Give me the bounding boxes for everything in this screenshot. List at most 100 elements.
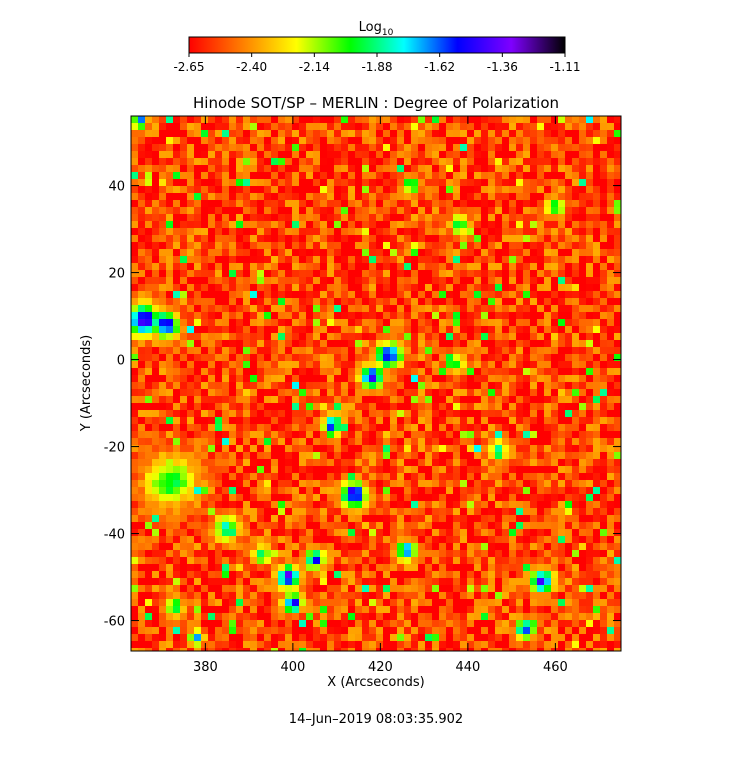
heatmap-cell — [607, 515, 614, 522]
heatmap-cell — [397, 452, 404, 459]
heatmap-cell — [327, 508, 334, 515]
heatmap-cell — [397, 473, 404, 480]
heatmap-cell — [467, 179, 474, 186]
heatmap-cell — [257, 438, 264, 445]
heatmap-cell — [152, 116, 159, 123]
heatmap-cell — [201, 487, 208, 494]
heatmap-cell — [369, 326, 376, 333]
heatmap-cell — [614, 123, 621, 130]
heatmap-cell — [334, 508, 341, 515]
heatmap-cell — [236, 508, 243, 515]
heatmap-cell — [453, 543, 460, 550]
heatmap-cell — [236, 284, 243, 291]
heatmap-cell — [502, 333, 509, 340]
heatmap-cell — [264, 347, 271, 354]
heatmap-cell — [285, 263, 292, 270]
heatmap-cell — [173, 312, 180, 319]
heatmap-cell — [292, 564, 299, 571]
heatmap-cell — [551, 130, 558, 137]
heatmap-cell — [523, 592, 530, 599]
heatmap-cell — [243, 130, 250, 137]
heatmap-cell — [376, 256, 383, 263]
heatmap-cell — [418, 284, 425, 291]
heatmap-cell — [530, 494, 537, 501]
heatmap-cell — [495, 361, 502, 368]
heatmap-cell — [341, 193, 348, 200]
heatmap-cell — [173, 340, 180, 347]
heatmap-cell — [306, 256, 313, 263]
heatmap-cell — [257, 550, 264, 557]
heatmap-cell — [474, 333, 481, 340]
heatmap-cell — [614, 298, 621, 305]
heatmap-cell — [180, 571, 187, 578]
heatmap-cell — [159, 263, 166, 270]
heatmap-cell — [565, 277, 572, 284]
heatmap-cell — [334, 291, 341, 298]
heatmap-cell — [222, 578, 229, 585]
heatmap-cell — [285, 340, 292, 347]
heatmap-cell — [530, 389, 537, 396]
heatmap-cell — [152, 200, 159, 207]
heatmap-cell — [334, 172, 341, 179]
heatmap-cell — [334, 326, 341, 333]
heatmap-cell — [222, 186, 229, 193]
heatmap-cell — [425, 291, 432, 298]
heatmap-cell — [327, 592, 334, 599]
heatmap-cell — [600, 452, 607, 459]
heatmap-cell — [369, 298, 376, 305]
heatmap-cell — [558, 228, 565, 235]
heatmap-cell — [502, 564, 509, 571]
heatmap-cell — [250, 326, 257, 333]
heatmap-cell — [159, 599, 166, 606]
heatmap-cell — [152, 466, 159, 473]
heatmap-cell — [243, 564, 250, 571]
heatmap-cell — [467, 340, 474, 347]
heatmap-cell — [614, 235, 621, 242]
heatmap-cell — [425, 557, 432, 564]
heatmap-cell — [180, 459, 187, 466]
heatmap-cell — [383, 263, 390, 270]
heatmap-cell — [397, 235, 404, 242]
heatmap-cell — [488, 228, 495, 235]
heatmap-cell — [299, 529, 306, 536]
heatmap-cell — [278, 606, 285, 613]
heatmap-cell — [215, 130, 222, 137]
heatmap-cell — [306, 207, 313, 214]
heatmap-cell — [299, 347, 306, 354]
heatmap-cell — [572, 123, 579, 130]
heatmap-cell — [614, 172, 621, 179]
heatmap-cell — [264, 214, 271, 221]
heatmap-cell — [292, 249, 299, 256]
heatmap-cell — [341, 144, 348, 151]
heatmap-cell — [215, 417, 222, 424]
heatmap-cell — [481, 200, 488, 207]
heatmap-cell — [481, 487, 488, 494]
heatmap-cell — [495, 158, 502, 165]
heatmap-cell — [208, 487, 215, 494]
heatmap-cell — [579, 137, 586, 144]
heatmap-cell — [376, 417, 383, 424]
heatmap-cell — [537, 242, 544, 249]
heatmap-cell — [362, 410, 369, 417]
heatmap-cell — [355, 305, 362, 312]
heatmap-cell — [383, 599, 390, 606]
heatmap-cell — [425, 459, 432, 466]
heatmap-cell — [306, 340, 313, 347]
heatmap-cell — [159, 214, 166, 221]
heatmap-cell — [145, 333, 152, 340]
heatmap-cell — [607, 529, 614, 536]
heatmap-cell — [152, 375, 159, 382]
heatmap-cell — [341, 186, 348, 193]
heatmap-cell — [467, 319, 474, 326]
heatmap-cell — [257, 123, 264, 130]
heatmap-cell — [411, 312, 418, 319]
heatmap-cell — [600, 592, 607, 599]
heatmap-cell — [495, 382, 502, 389]
heatmap-cell — [348, 249, 355, 256]
heatmap-cell — [495, 543, 502, 550]
heatmap-cell — [432, 221, 439, 228]
heatmap-cell — [362, 221, 369, 228]
heatmap-cell — [530, 116, 537, 123]
heatmap-cell — [236, 438, 243, 445]
heatmap-cell — [600, 557, 607, 564]
